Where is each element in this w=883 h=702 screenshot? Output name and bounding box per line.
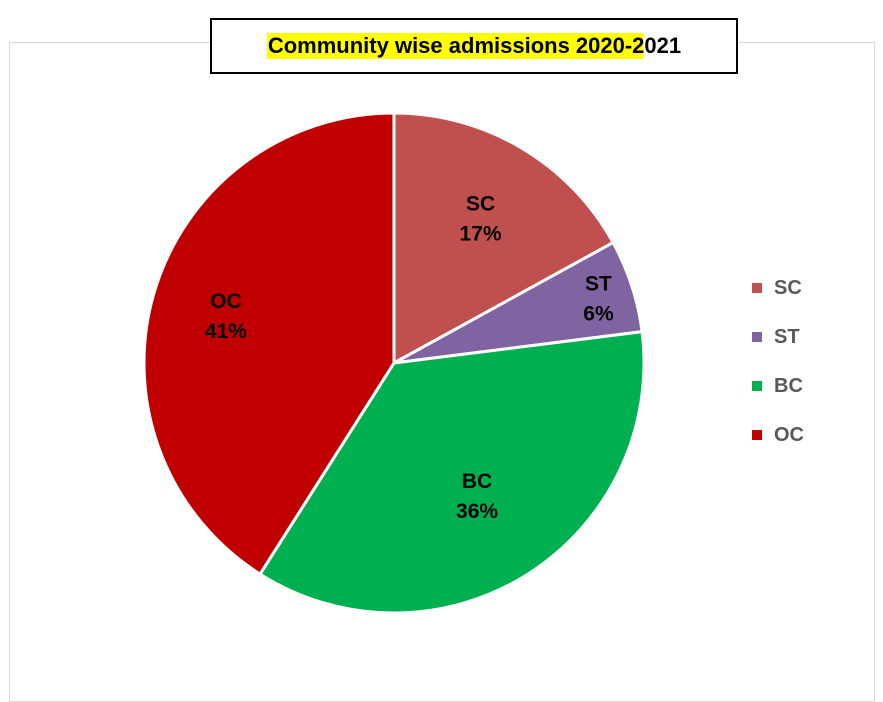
legend-label-oc: OC — [774, 423, 804, 446]
chart-title-box: Community wise admissions 2020-2021 — [210, 18, 738, 74]
legend-swatch-bc — [752, 381, 762, 391]
pie-chart: SC 17% ST 6% BC 36% OC 41% — [142, 111, 646, 615]
legend-label-bc: BC — [774, 374, 803, 397]
legend-item-sc: SC — [752, 276, 804, 300]
slice-label-percent-oc: 41% — [205, 320, 247, 343]
legend-item-bc: BC — [752, 374, 804, 398]
legend-swatch-sc — [752, 283, 762, 293]
pie-slice-bc — [257, 329, 646, 615]
legend-item-st: ST — [752, 325, 804, 349]
legend-label-sc: SC — [774, 276, 802, 299]
slice-label-name-oc: OC — [210, 290, 242, 313]
legend-item-oc: OC — [752, 423, 804, 447]
chart-legend: SC ST BC OC — [752, 276, 804, 472]
slice-label-percent-st: 6% — [583, 303, 614, 326]
chart-title: Community wise admissions 2020-2021 — [266, 33, 682, 59]
pie-slice-sc — [392, 111, 616, 366]
pie-slice-oc — [142, 111, 396, 577]
slice-label-name-sc: SC — [466, 193, 495, 216]
slice-label-name-st: ST — [585, 273, 612, 296]
slice-label-percent-sc: 17% — [460, 223, 502, 246]
slice-label-percent-bc: 36% — [456, 500, 498, 523]
legend-swatch-st — [752, 332, 762, 342]
legend-label-st: ST — [774, 325, 800, 348]
slice-label-name-bc: BC — [462, 470, 492, 493]
legend-swatch-oc — [752, 430, 762, 440]
